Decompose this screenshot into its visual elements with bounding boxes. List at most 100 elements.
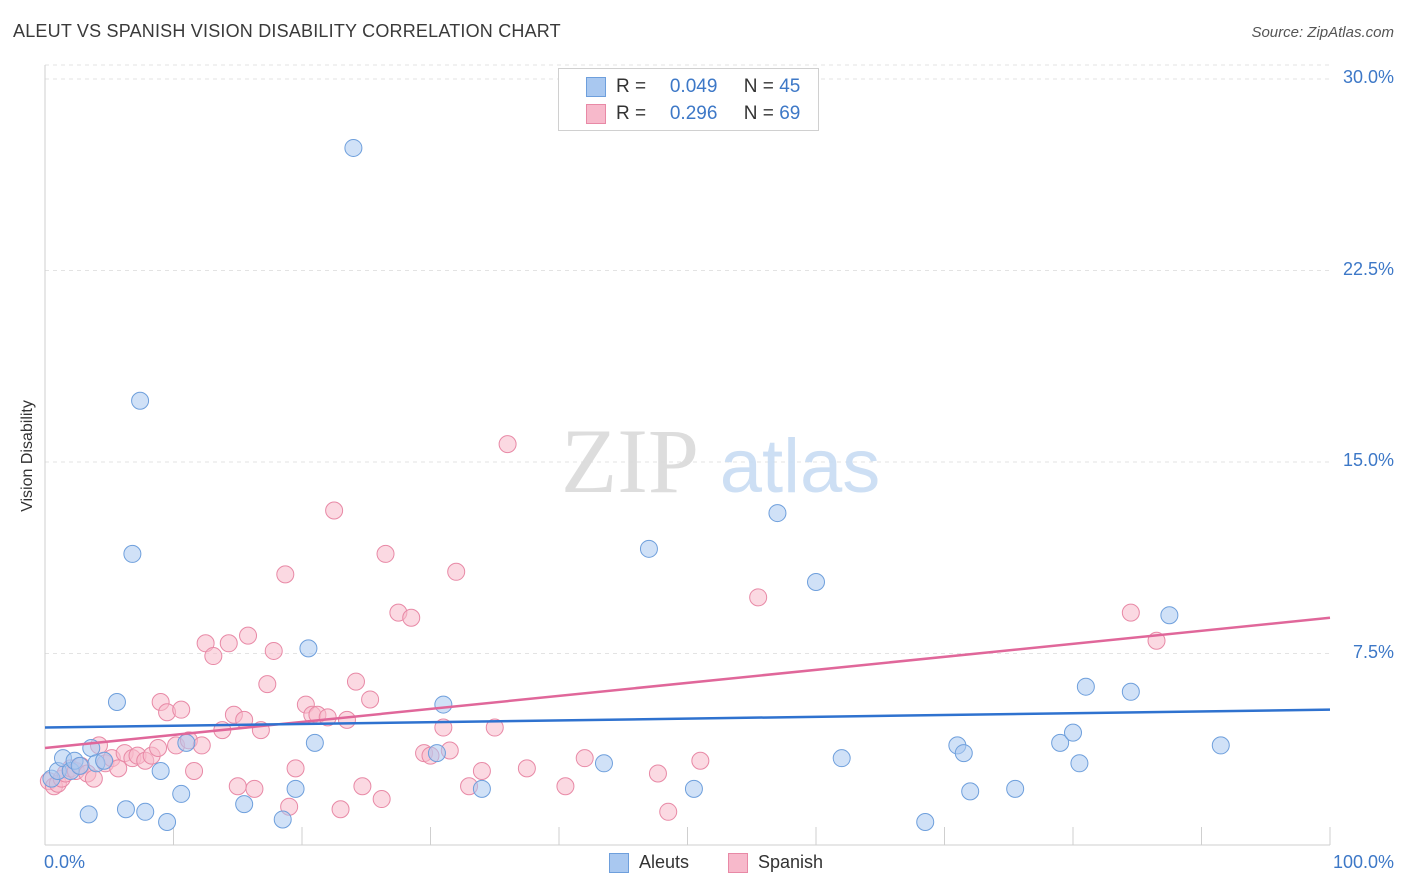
spanish-point [325, 501, 344, 520]
spanish-swatch [586, 104, 606, 124]
aleuts-point [472, 779, 491, 798]
gridlines [45, 64, 1330, 654]
y-tick-label: 22.5% [1342, 258, 1394, 279]
aleuts-point [768, 504, 787, 523]
spanish-points [39, 435, 1166, 821]
aleuts-point [1211, 736, 1230, 755]
aleuts-point [961, 782, 980, 801]
watermark-zip: ZIP [561, 410, 699, 512]
aleuts-point [1006, 779, 1025, 798]
aleuts-points [42, 138, 1230, 832]
trendlines [44, 616, 1331, 750]
spanish-point [258, 675, 277, 694]
spanish-point [149, 738, 168, 757]
spanish-n-value: 69 [779, 103, 801, 124]
spanish-legend-label: Spanish [758, 852, 824, 872]
aleuts-point [116, 800, 135, 819]
aleuts-point [807, 573, 825, 592]
legend-row-aleuts: R = 0.049 N = 45 [586, 75, 800, 99]
bottom-legend-aleuts: Aleuts [609, 852, 689, 873]
spanish-point [192, 736, 211, 755]
spanish-point [402, 608, 421, 627]
y-tick-label: 15.0% [1342, 450, 1394, 470]
aleuts-point [916, 813, 935, 832]
aleuts-legend-swatch [609, 852, 629, 873]
spanish-point [239, 626, 258, 645]
spanish-legend-swatch [728, 852, 748, 873]
aleuts-n-value: 45 [779, 76, 801, 97]
aleuts-point [177, 733, 196, 752]
axes [44, 65, 1331, 846]
chart-title: ALEUT VS SPANISH VISION DISABILITY CORRE… [13, 21, 561, 41]
aleuts-swatch [586, 77, 606, 97]
spanish-point [648, 764, 667, 783]
spanish-point [228, 777, 247, 796]
spanish-point [472, 761, 491, 780]
spanish-trendline [44, 616, 1331, 750]
spanish-point [331, 800, 350, 819]
spanish-point [691, 751, 710, 770]
aleuts-point [299, 639, 318, 658]
spanish-r-label: R = [616, 103, 647, 124]
spanish-point [346, 672, 365, 691]
aleuts-point [95, 751, 114, 770]
spanish-point [376, 544, 395, 563]
aleuts-point [158, 813, 177, 832]
aleuts-legend-label: Aleuts [639, 852, 690, 872]
spanish-point [659, 802, 678, 821]
y-tick-label: 7.5% [1352, 641, 1394, 662]
spanish-point [219, 634, 238, 653]
aleuts-point [136, 802, 155, 821]
spanish-point [172, 700, 191, 719]
spanish-point [749, 588, 768, 607]
spanish-point [517, 759, 536, 778]
spanish-point [185, 761, 204, 780]
aleuts-point [832, 749, 851, 768]
aleuts-point [286, 779, 305, 798]
aleuts-point [1070, 754, 1089, 773]
spanish-point [204, 647, 223, 666]
spanish-r-value: 0.296 [669, 103, 718, 124]
spanish-point [447, 562, 466, 581]
stats-legend: R = 0.049 N = 45 R = 0.296 N = 69 [558, 68, 819, 131]
aleuts-point [151, 761, 170, 780]
aleuts-point [1076, 677, 1095, 696]
aleuts-point [344, 138, 363, 157]
spanish-point [556, 777, 575, 796]
y-tick-label: 30.0% [1342, 67, 1394, 87]
spanish-point [109, 759, 128, 778]
spanish-n-label: N = [743, 103, 774, 124]
legend-row-spanish: R = 0.296 N = 69 [586, 102, 800, 126]
aleuts-point [273, 810, 292, 829]
spanish-point [361, 690, 380, 709]
aleuts-point [594, 754, 613, 773]
aleuts-point [1160, 606, 1179, 625]
aleuts-point [1121, 682, 1140, 701]
bottom-legend-spanish: Spanish [728, 852, 823, 873]
aleuts-n-label: N = [743, 76, 774, 97]
aleuts-point [107, 693, 126, 712]
spanish-point [84, 769, 103, 788]
spanish-point [286, 759, 305, 778]
spanish-point [337, 710, 356, 729]
spanish-point [498, 435, 517, 454]
aleuts-point [123, 544, 142, 563]
watermark-atlas: atlas [720, 424, 881, 509]
watermark: ZIP atlas [561, 410, 880, 512]
aleuts-point [235, 795, 254, 814]
spanish-point [245, 779, 264, 798]
aleuts-point [1051, 733, 1070, 752]
aleuts-point [1064, 723, 1082, 742]
aleuts-point [305, 733, 324, 752]
x-tick-max: 100.0% [1332, 852, 1394, 872]
aleuts-point [131, 391, 150, 410]
source-label: Source: ZipAtlas.com [1251, 24, 1394, 41]
aleuts-point [427, 744, 446, 763]
aleuts-point [172, 784, 191, 803]
aleuts-point [954, 744, 973, 763]
spanish-point [353, 777, 372, 796]
aleuts-point [79, 805, 98, 824]
aleuts-point [434, 695, 453, 714]
spanish-point [264, 641, 283, 660]
